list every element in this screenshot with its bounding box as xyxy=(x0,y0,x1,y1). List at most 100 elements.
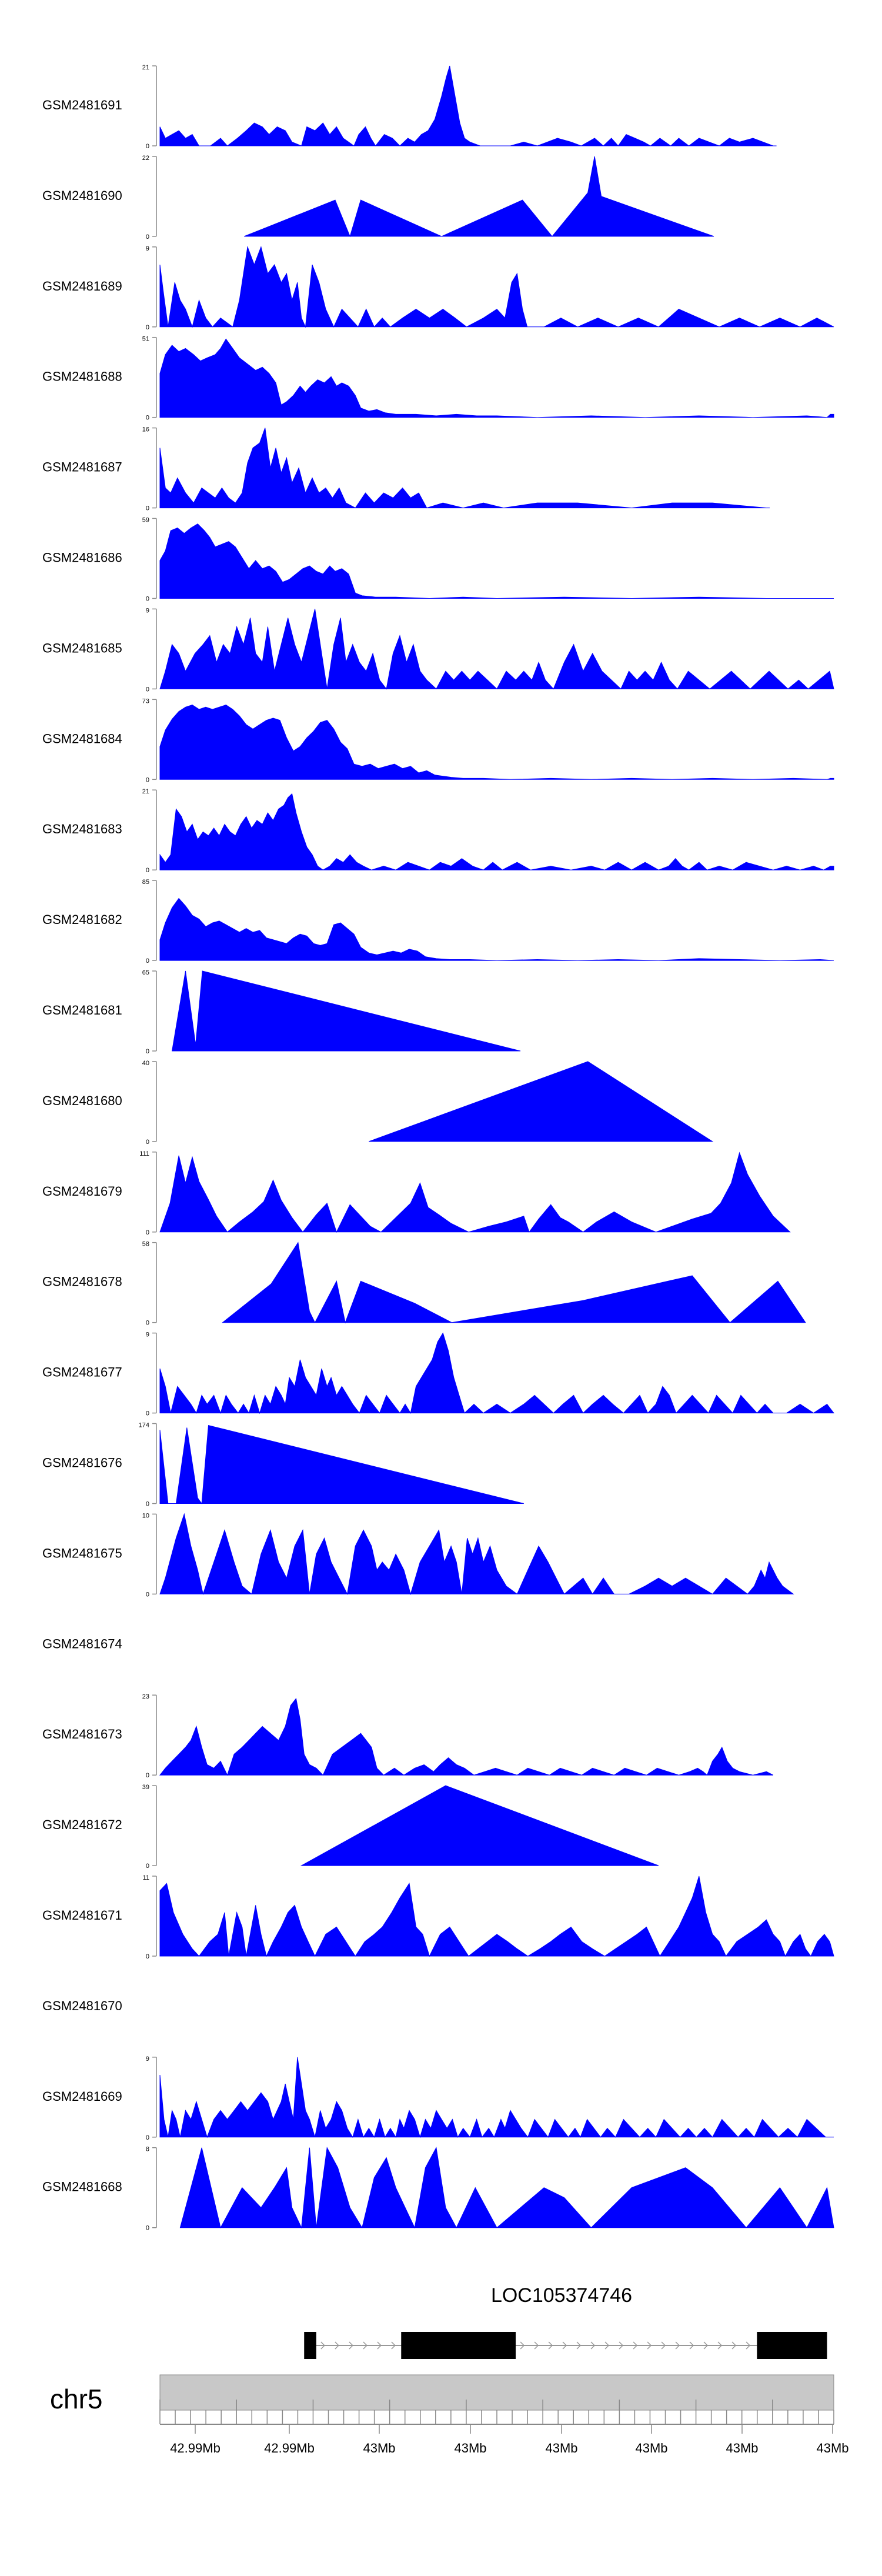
coverage-area xyxy=(159,705,834,780)
track-GSM2481670: GSM2481670 xyxy=(42,1998,122,2013)
track-name-label: GSM2481686 xyxy=(42,550,122,565)
track-GSM2481682: GSM2481682 85 0 xyxy=(42,879,834,965)
track-zero-label: 0 xyxy=(146,1410,149,1417)
track-ymax-label: 65 xyxy=(142,969,149,976)
track-ymax-label: 11 xyxy=(143,1874,149,1881)
track-ymax-label: 9 xyxy=(146,1332,149,1339)
track-name-label: GSM2481683 xyxy=(42,822,122,836)
track-zero-label: 0 xyxy=(146,324,149,331)
track-zero-label: 0 xyxy=(146,1772,149,1779)
strand-arrow xyxy=(689,2341,694,2350)
track-GSM2481680: GSM2481680 40 0 xyxy=(42,1060,714,1146)
gene-model: LOC105374746 xyxy=(304,2284,827,2359)
coverage-area xyxy=(300,1785,659,1866)
strand-arrow xyxy=(633,2341,638,2350)
track-zero-label: 0 xyxy=(146,1229,149,1236)
track-zero-label: 0 xyxy=(146,2134,149,2141)
position-tick-label: 43Mb xyxy=(454,2441,486,2455)
track-ymax-label: 174 xyxy=(139,1422,149,1429)
track-ymax-label: 9 xyxy=(146,245,149,252)
coverage-tracks: GSM2481691210GSM2481690220GSM248168990GS… xyxy=(42,64,835,2232)
chromosome-axis: chr5 42.99Mb 42.99Mb 43Mb 43Mb 43Mb 43Mb 43Mb 4… xyxy=(50,2374,849,2455)
position-tick-label: 42.99Mb xyxy=(264,2441,315,2455)
track-name-label: GSM2481678 xyxy=(42,1274,122,1289)
strand-arrow xyxy=(661,2341,666,2350)
track-name-label: GSM2481682 xyxy=(42,912,122,927)
track-name-label: GSM2481673 xyxy=(42,1727,122,1741)
track-name-label: GSM2481672 xyxy=(42,1817,122,1832)
track-GSM2481691: GSM2481691 21 0 xyxy=(42,64,777,150)
track-zero-label: 0 xyxy=(146,233,149,241)
strand-arrow xyxy=(604,2341,610,2350)
track-name-label: GSM2481668 xyxy=(42,2180,122,2194)
strand-arrow xyxy=(590,2341,596,2350)
track-GSM2481669: GSM2481669 9 0 xyxy=(42,2056,834,2141)
track-zero-label: 0 xyxy=(146,1863,149,1870)
position-tick-label: 42.99Mb xyxy=(170,2441,220,2455)
coverage-area xyxy=(159,897,834,961)
strand-arrow xyxy=(377,2341,382,2350)
track-ymax-label: 59 xyxy=(142,517,149,524)
exon-block xyxy=(757,2332,827,2359)
track-zero-label: 0 xyxy=(146,505,149,512)
track-GSM2481681: GSM2481681 65 0 xyxy=(42,969,521,1055)
track-zero-label: 0 xyxy=(146,415,149,422)
track-ymax-label: 58 xyxy=(142,1241,149,1248)
track-GSM2481674: GSM2481674 xyxy=(42,1636,122,1651)
track-zero-label: 0 xyxy=(146,1048,149,1055)
position-tick-label: 43Mb xyxy=(635,2441,667,2455)
coverage-area xyxy=(159,1332,835,1414)
track-GSM2481671: GSM2481671 11 0 xyxy=(42,1874,834,1960)
track-ymax-label: 23 xyxy=(142,1693,149,1700)
track-GSM2481683: GSM2481683 21 0 xyxy=(42,788,834,874)
coverage-area xyxy=(159,523,834,599)
track-ymax-label: 111 xyxy=(139,1150,149,1157)
coverage-area xyxy=(159,1424,524,1504)
strand-arrow xyxy=(576,2341,582,2350)
track-name-label: GSM2481680 xyxy=(42,1093,122,1108)
track-name-label: GSM2481676 xyxy=(42,1456,122,1470)
track-name-label: GSM2481681 xyxy=(42,1003,122,1017)
coverage-area xyxy=(222,1242,806,1324)
strand-arrow xyxy=(647,2341,652,2350)
position-tick-label: 43Mb xyxy=(363,2441,395,2455)
strand-arrow xyxy=(534,2341,539,2350)
exon-block xyxy=(401,2332,516,2359)
track-GSM2481668: GSM2481668 8 0 xyxy=(42,2146,834,2232)
track-zero-label: 0 xyxy=(146,776,149,783)
track-zero-label: 0 xyxy=(146,596,149,603)
track-name-label: GSM2481691 xyxy=(42,98,122,112)
track-zero-label: 0 xyxy=(146,686,149,693)
coverage-area xyxy=(159,428,770,509)
coverage-area xyxy=(159,1513,794,1596)
track-ymax-label: 85 xyxy=(142,879,149,886)
strand-arrow xyxy=(717,2341,723,2350)
track-GSM2481686: GSM2481686 59 0 xyxy=(42,517,834,603)
track-ymax-label: 40 xyxy=(142,1060,149,1067)
coverage-area xyxy=(159,65,777,146)
track-name-label: GSM2481671 xyxy=(42,1908,122,1923)
exon-block xyxy=(304,2332,316,2359)
strand-arrow xyxy=(731,2341,737,2350)
track-GSM2481676: GSM2481676 174 0 xyxy=(42,1422,524,1508)
track-zero-label: 0 xyxy=(146,1320,149,1327)
track-zero-label: 0 xyxy=(146,957,149,965)
coverage-area xyxy=(159,1876,834,1957)
track-ymax-label: 21 xyxy=(142,788,149,795)
track-ymax-label: 8 xyxy=(146,2146,149,2153)
coverage-area xyxy=(369,1061,714,1142)
track-ymax-label: 21 xyxy=(142,64,149,71)
track-zero-label: 0 xyxy=(146,1501,149,1508)
track-ymax-label: 51 xyxy=(142,336,149,343)
track-name-label: GSM2481677 xyxy=(42,1365,122,1380)
track-name-label: GSM2481689 xyxy=(42,279,122,293)
track-GSM2481689: GSM2481689 9 0 xyxy=(42,245,834,331)
strand-arrow xyxy=(619,2341,624,2350)
coverage-area xyxy=(159,338,834,418)
strand-arrow xyxy=(746,2341,751,2350)
track-zero-label: 0 xyxy=(146,143,149,150)
track-GSM2481675: GSM2481675 10 0 xyxy=(42,1512,794,1598)
track-GSM2481685: GSM2481685 9 0 xyxy=(42,607,834,693)
track-name-label: GSM2481688 xyxy=(42,369,122,384)
coverage-area xyxy=(159,1152,791,1233)
